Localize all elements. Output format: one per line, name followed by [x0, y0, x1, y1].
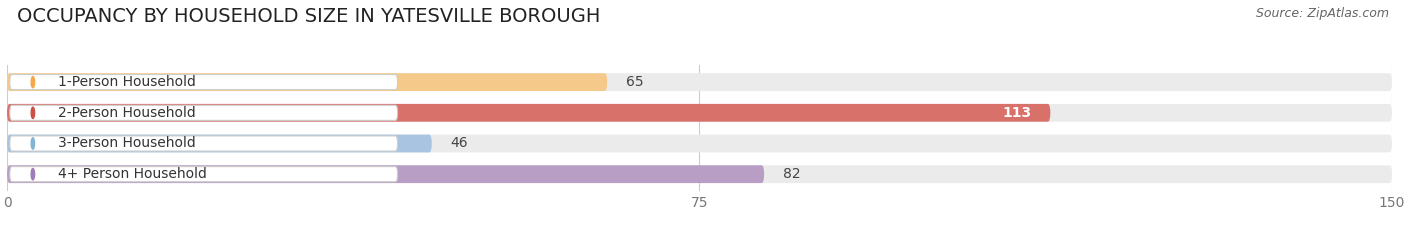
Text: 46: 46	[450, 137, 468, 151]
FancyBboxPatch shape	[7, 135, 1392, 152]
Text: OCCUPANCY BY HOUSEHOLD SIZE IN YATESVILLE BOROUGH: OCCUPANCY BY HOUSEHOLD SIZE IN YATESVILL…	[17, 7, 600, 26]
Text: 3-Person Household: 3-Person Household	[58, 137, 195, 151]
Text: 2-Person Household: 2-Person Household	[58, 106, 195, 120]
FancyBboxPatch shape	[7, 73, 1392, 91]
FancyBboxPatch shape	[7, 165, 1392, 183]
FancyBboxPatch shape	[7, 104, 1050, 122]
Text: 82: 82	[783, 167, 800, 181]
Circle shape	[31, 76, 35, 88]
Text: 113: 113	[1002, 106, 1032, 120]
Text: 1-Person Household: 1-Person Household	[58, 75, 195, 89]
FancyBboxPatch shape	[7, 104, 1392, 122]
Circle shape	[31, 107, 35, 118]
FancyBboxPatch shape	[7, 135, 432, 152]
FancyBboxPatch shape	[7, 165, 763, 183]
FancyBboxPatch shape	[10, 136, 398, 151]
FancyBboxPatch shape	[10, 75, 398, 90]
FancyBboxPatch shape	[10, 105, 398, 120]
Circle shape	[31, 138, 35, 149]
Circle shape	[31, 168, 35, 180]
Text: 4+ Person Household: 4+ Person Household	[58, 167, 207, 181]
Text: 65: 65	[626, 75, 644, 89]
Text: Source: ZipAtlas.com: Source: ZipAtlas.com	[1256, 7, 1389, 20]
FancyBboxPatch shape	[7, 73, 607, 91]
FancyBboxPatch shape	[10, 167, 398, 182]
